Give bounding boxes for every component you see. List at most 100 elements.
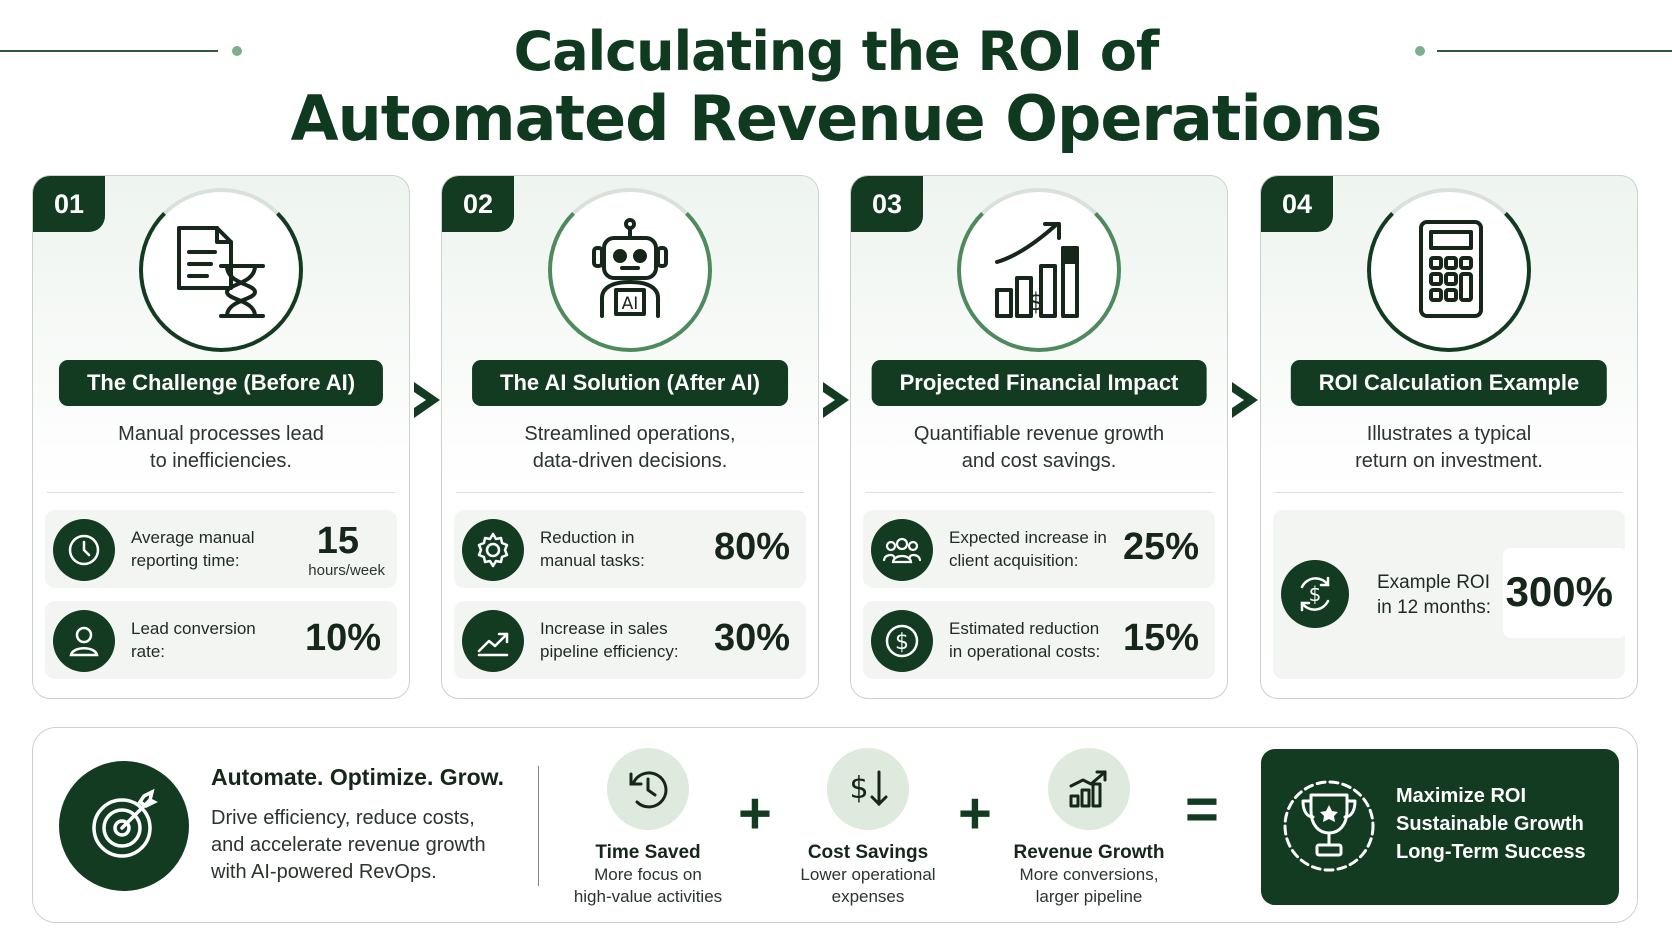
stat-value: 25% <box>1122 526 1199 568</box>
stat-label-line2: client acquisition: <box>949 551 1079 570</box>
result-line2: Sustainable Growth <box>1396 813 1584 835</box>
card-desc-line2: data-driven decisions. <box>532 450 728 472</box>
stat-label-line2: in 12 months: <box>1377 597 1492 618</box>
feature-desc-line1: More focus on <box>594 865 702 884</box>
stat-label: Increase in sales pipeline efficiency: <box>540 617 730 663</box>
stat-pipeline-efficiency: Increase in sales pipeline efficiency: 3… <box>454 601 806 679</box>
roi-value-box <box>1503 548 1627 638</box>
stat-label-line2: manual tasks: <box>540 551 645 570</box>
card-financial-impact: 03 $ Projected Financial Impact Quantifi… <box>850 175 1228 699</box>
stat-label-line2: pipeline efficiency: <box>540 642 679 661</box>
card-title: ROI Calculation Example <box>1290 360 1608 406</box>
card-number: 03 <box>851 176 923 232</box>
card-description: Illustrates a typical return on investme… <box>1281 421 1617 475</box>
dollar-cycle-icon: $ <box>1281 560 1349 628</box>
tagline-line3: with AI-powered RevOps. <box>211 861 437 883</box>
tagline-title: Automate. Optimize. Grow. <box>211 764 505 790</box>
stat-operational-costs: $ Estimated reduction in operational cos… <box>863 601 1215 679</box>
robot-icon: AI <box>548 188 712 352</box>
stat-value: 30% <box>713 617 790 659</box>
stat-lead-conversion: Lead conversion rate: 10% <box>45 601 397 679</box>
summary-panel: Automate. Optimize. Grow. Drive efficien… <box>32 727 1638 923</box>
chevron-right-icon <box>819 380 853 425</box>
stat-unit: hours/week <box>308 562 385 579</box>
card-desc-line1: Illustrates a typical <box>1366 423 1532 445</box>
tagline-line2: and accelerate revenue growth <box>211 834 486 856</box>
trend-up-icon <box>462 610 524 672</box>
page-title-line1: Calculating the ROI of <box>513 20 1160 83</box>
card-number: 01 <box>33 176 105 232</box>
clock-cycle-icon <box>607 748 689 830</box>
plus-operator: + <box>958 781 992 846</box>
stat-label: Reduction in manual tasks: <box>540 526 730 572</box>
card-title: The AI Solution (After AI) <box>472 360 788 406</box>
card-desc-line1: Quantifiable revenue growth <box>913 423 1165 445</box>
page-title-line2: Automated Revenue Operations <box>290 82 1383 155</box>
card-number: 02 <box>442 176 514 232</box>
header-right-line <box>1437 50 1672 52</box>
feature-title: Cost Savings <box>807 842 929 863</box>
gear-icon <box>462 519 524 581</box>
feature-title: Time Saved <box>595 842 701 863</box>
stat-label-line1: Average manual <box>131 528 255 547</box>
calculator-icon <box>1367 188 1531 352</box>
stat-label-line1: Increase in sales <box>540 619 668 638</box>
card-desc-line2: and cost savings. <box>961 450 1117 472</box>
stat-value: 80% <box>713 526 790 568</box>
feature-desc-line1: Lower operational <box>800 865 936 884</box>
header-left-dot <box>232 46 242 56</box>
card-title: Projected Financial Impact <box>871 360 1207 406</box>
stat-label: Expected increase in client acquisition: <box>949 526 1139 572</box>
stat-value: 15% <box>1122 617 1199 659</box>
dollar-icon: $ <box>871 610 933 672</box>
feature-title: Revenue Growth <box>1013 842 1165 863</box>
stat-value: 10% <box>304 617 381 659</box>
card-divider <box>865 492 1213 493</box>
result-line3: Long-Term Success <box>1396 841 1586 863</box>
feature-revenue-growth: Revenue Growth More conversions, larger … <box>999 748 1179 908</box>
user-icon <box>53 610 115 672</box>
header-left-line <box>0 50 218 52</box>
dollar-glyph: $ <box>1028 288 1043 316</box>
bar-growth-icon <box>1048 748 1130 830</box>
feature-desc-line2: high-value activities <box>573 887 723 906</box>
dollar-down-icon: $ <box>827 748 909 830</box>
svg-text:$: $ <box>1309 582 1322 606</box>
stat-label-line1: Lead conversion <box>131 619 256 638</box>
tagline-line1: Drive efficiency, reduce costs, <box>211 807 475 829</box>
card-desc-line1: Manual processes lead <box>118 423 324 445</box>
result-box: Maximize ROI Sustainable Growth Long-Ter… <box>1261 749 1619 905</box>
card-challenge: 01 The Challenge (Before AI) Manual proc… <box>32 175 410 699</box>
stat-label-line2: reporting time: <box>131 551 240 570</box>
svg-text:$: $ <box>849 771 868 806</box>
stat-client-acquisition: Expected increase in client acquisition:… <box>863 510 1215 588</box>
card-divider <box>456 492 804 493</box>
panel-divider <box>538 766 539 886</box>
svg-text:$: $ <box>895 630 909 655</box>
stat-example-roi: $ Example ROI in 12 months: 300% <box>1273 510 1627 679</box>
card-description: Quantifiable revenue growth and cost sav… <box>871 421 1207 475</box>
card-description: Manual processes lead to inefficiencies. <box>53 421 389 475</box>
stat-label-line1: Example ROI <box>1377 572 1490 593</box>
feature-cost-savings: $ Cost Savings Lower operational expense… <box>778 748 958 908</box>
stat-value: 300% <box>1505 568 1613 615</box>
stat-label-line1: Estimated reduction <box>949 619 1100 638</box>
stat-label-line1: Expected increase in <box>949 528 1107 547</box>
stat-label-line2: rate: <box>131 642 166 661</box>
feature-desc-line2: expenses <box>831 887 905 906</box>
target-icon <box>59 761 189 891</box>
robot-chest-label: AI <box>622 294 639 314</box>
stat-label: Estimated reduction in operational costs… <box>949 617 1139 663</box>
stat-label: Average manual reporting time: <box>131 526 321 572</box>
card-number: 04 <box>1261 176 1333 232</box>
card-desc-line2: return on investment. <box>1355 450 1543 472</box>
stat-label: Lead conversion rate: <box>131 617 321 663</box>
feature-desc-line1: More conversions, <box>1019 865 1159 884</box>
result-line1: Maximize ROI <box>1396 785 1527 807</box>
document-hourglass-icon <box>139 188 303 352</box>
card-desc-line1: Streamlined operations, <box>524 423 736 445</box>
equals-operator: = <box>1185 777 1219 842</box>
card-desc-line2: to inefficiencies. <box>150 450 292 472</box>
card-divider <box>47 492 395 493</box>
card-title: The Challenge (Before AI) <box>58 360 384 406</box>
